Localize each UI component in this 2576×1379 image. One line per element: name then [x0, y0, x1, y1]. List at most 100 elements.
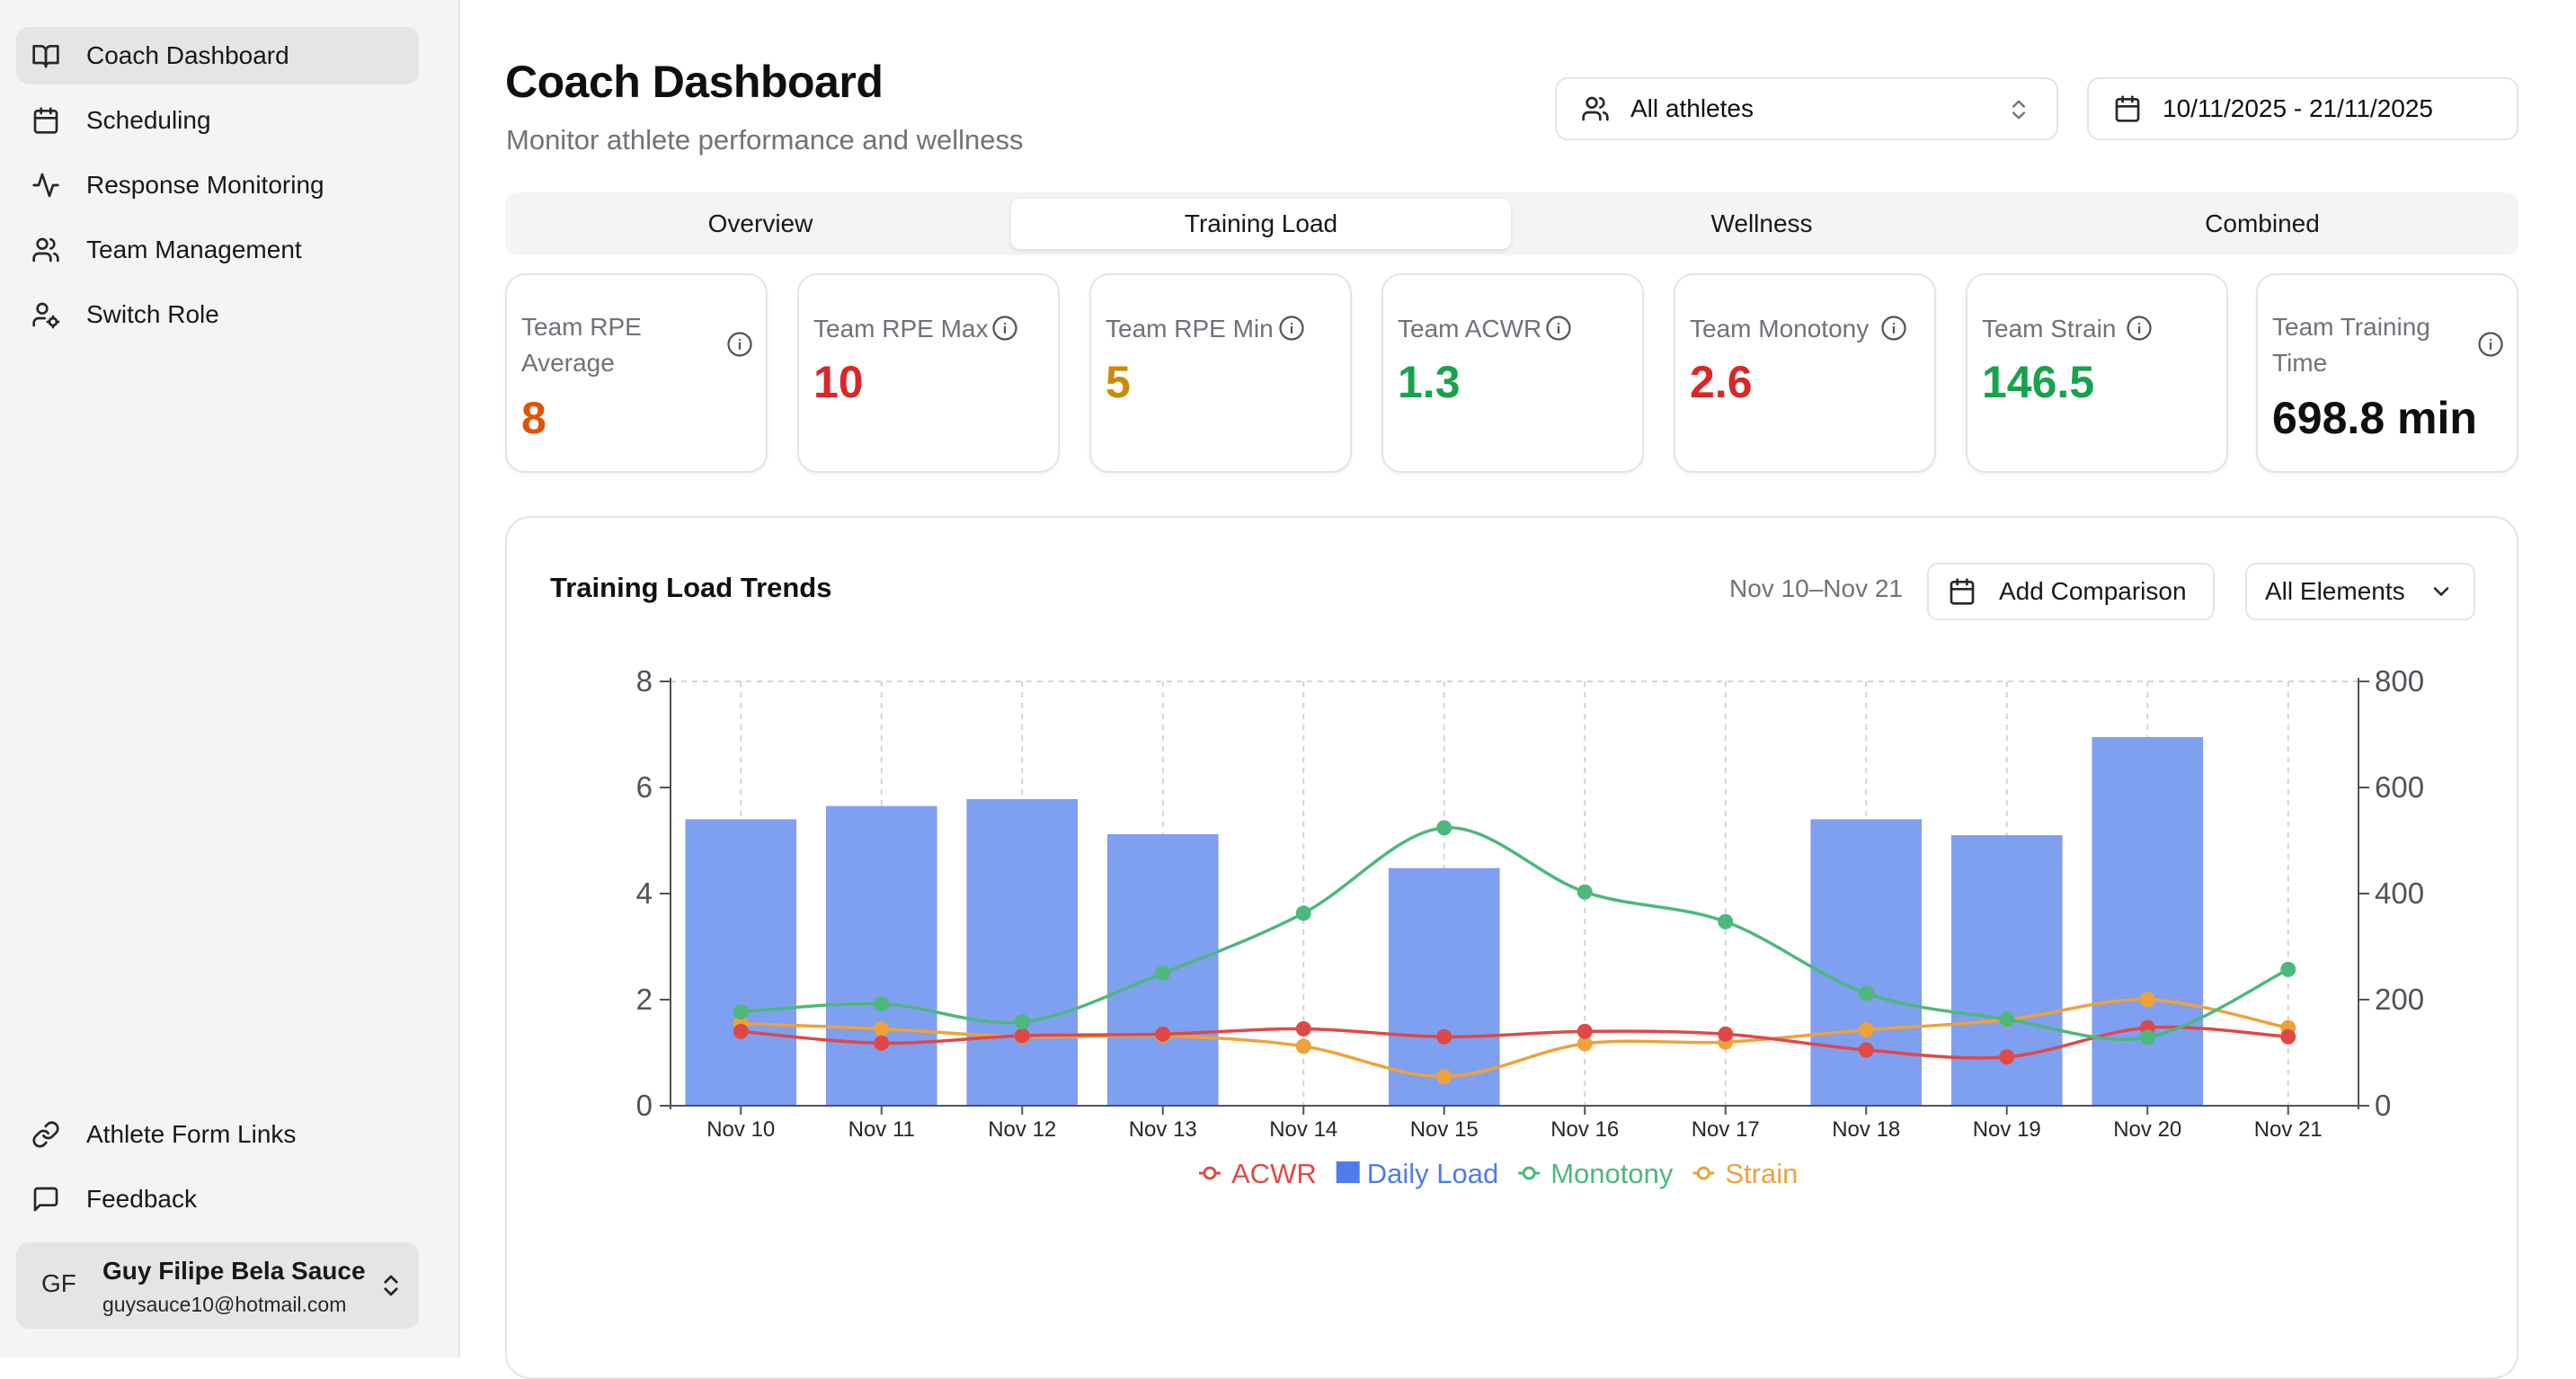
info-icon[interactable]	[1278, 315, 1305, 342]
point-monotony	[874, 996, 890, 1012]
tab-training-load[interactable]: Training Load	[1011, 199, 1511, 249]
bar-daily-load	[2092, 736, 2204, 1106]
point-monotony	[1436, 820, 1452, 836]
x-tick-label: Nov 19	[1973, 1117, 2041, 1142]
user-name: Guy Filipe Bela Sauce	[102, 1257, 366, 1285]
point-acwr	[1436, 1028, 1452, 1045]
users-icon	[31, 235, 61, 265]
users-icon	[1580, 93, 1611, 124]
sidebar-item-switch-role[interactable]: Switch Role	[16, 286, 419, 343]
legend-swatch-monotony	[1522, 1166, 1536, 1180]
left-tick-label: 6	[636, 770, 653, 804]
point-monotony	[2280, 961, 2296, 977]
stat-card-monotony: Team Monotony 2.6	[1674, 273, 1936, 473]
point-strain	[1858, 1022, 1874, 1038]
legend-label-monotony: Monotony	[1550, 1158, 1674, 1189]
stat-label: Team RPE Max	[813, 315, 989, 343]
point-acwr	[1577, 1023, 1593, 1039]
bar-daily-load	[1810, 819, 1923, 1106]
sidebar-item-scheduling[interactable]: Scheduling	[16, 92, 419, 149]
right-tick-label: 0	[2375, 1089, 2391, 1122]
point-strain	[2139, 992, 2155, 1008]
stat-value: 1.3	[1398, 357, 1461, 407]
message-square-icon	[31, 1184, 61, 1214]
calendar-icon	[31, 105, 61, 136]
x-tick-label: Nov 18	[1832, 1117, 1900, 1142]
x-tick-label: Nov 12	[988, 1117, 1056, 1142]
chevron-down-icon	[2429, 579, 2454, 604]
sidebar: Coach Dashboard Scheduling Response Moni…	[0, 0, 460, 1357]
tab-wellness[interactable]: Wellness	[1710, 209, 1813, 237]
sidebar-item-label: Feedback	[86, 1185, 197, 1213]
point-monotony	[1577, 884, 1593, 900]
point-strain	[1436, 1069, 1452, 1085]
stat-label: Team ACWR	[1398, 315, 1542, 343]
legend-label-strain: Strain	[1725, 1158, 1798, 1189]
right-tick-label: 600	[2375, 770, 2424, 804]
info-icon[interactable]	[726, 331, 753, 358]
bar-daily-load	[1388, 867, 1500, 1106]
bar-daily-load	[966, 798, 1079, 1106]
panel-title: Training Load Trends	[550, 572, 832, 603]
sidebar-item-label: Team Management	[86, 236, 302, 263]
sidebar-item-label: Switch Role	[86, 300, 219, 328]
sidebar-item-label: Athlete Form Links	[86, 1120, 297, 1148]
stat-label: Team Strain	[1982, 315, 2117, 343]
tab-combined[interactable]: Combined	[2205, 209, 2320, 237]
bar-daily-load	[685, 819, 797, 1106]
legend-swatch-acwr	[1203, 1166, 1217, 1180]
stat-value: 5	[1106, 357, 1131, 407]
calendar-icon	[1947, 576, 1977, 607]
point-monotony	[733, 1004, 749, 1020]
left-tick-label: 2	[636, 983, 653, 1016]
info-icon[interactable]	[1545, 315, 1572, 342]
right-tick-label: 400	[2375, 876, 2424, 910]
legend-swatch-daily-load	[1336, 1161, 1360, 1183]
point-acwr	[874, 1035, 890, 1051]
sidebar-item-response-monitoring[interactable]: Response Monitoring	[16, 156, 419, 214]
training-load-trends-panel: Training Load Trends Nov 10–Nov 21 Add C…	[505, 516, 2518, 1379]
athlete-select[interactable]: All athletes	[1555, 77, 2058, 140]
sidebar-item-feedback[interactable]: Feedback	[16, 1170, 419, 1228]
page-title: Coach Dashboard	[505, 57, 884, 107]
tab-bar: Overview Training Load Wellness Combined	[505, 192, 2518, 255]
date-range-picker[interactable]: 10/11/2025 - 21/11/2025	[2087, 77, 2518, 140]
stat-card-rpe-min: Team RPE Min 5	[1089, 273, 1352, 473]
stat-card-strain: Team Strain 146.5	[1966, 273, 2228, 473]
left-tick-label: 8	[636, 664, 653, 698]
point-monotony	[1295, 905, 1311, 921]
add-comparison-button[interactable]: Add Comparison	[1927, 563, 2215, 620]
elements-select[interactable]: All Elements	[2245, 563, 2475, 620]
sidebar-item-label: Response Monitoring	[86, 171, 324, 199]
info-icon[interactable]	[991, 315, 1018, 342]
point-acwr	[1858, 1042, 1874, 1058]
stat-card-rpe-max: Team RPE Max 10	[797, 273, 1060, 473]
user-menu[interactable]: GF Guy Filipe Bela Sauce guysauce10@hotm…	[16, 1242, 419, 1329]
info-icon[interactable]	[1880, 315, 1907, 342]
info-icon[interactable]	[2126, 315, 2153, 342]
x-tick-label: Nov 17	[1692, 1117, 1760, 1142]
bar-daily-load	[1950, 835, 2063, 1106]
book-open-icon	[31, 40, 61, 71]
tab-overview[interactable]: Overview	[707, 209, 813, 237]
point-acwr	[1295, 1020, 1311, 1036]
sidebar-item-athlete-form-links[interactable]: Athlete Form Links	[16, 1106, 419, 1163]
sidebar-item-coach-dashboard[interactable]: Coach Dashboard	[16, 27, 419, 85]
user-email: guysauce10@hotmail.com	[102, 1293, 347, 1316]
right-tick-label: 200	[2375, 983, 2424, 1016]
bar-daily-load	[825, 805, 937, 1106]
stat-card-acwr: Team ACWR 1.3	[1381, 273, 1644, 473]
panel-date-range: Nov 10–Nov 21	[1729, 574, 1904, 602]
x-tick-label: Nov 16	[1550, 1117, 1619, 1142]
calendar-icon	[2112, 93, 2143, 124]
x-tick-label: Nov 11	[848, 1117, 915, 1142]
left-tick-label: 4	[636, 876, 653, 910]
sidebar-item-team-management[interactable]: Team Management	[16, 221, 419, 279]
info-icon[interactable]	[2477, 331, 2504, 358]
add-comparison-label: Add Comparison	[1999, 577, 2187, 605]
chevrons-up-down-icon	[2006, 95, 2031, 124]
point-strain	[1577, 1036, 1593, 1052]
user-cog-icon	[31, 299, 61, 330]
legend-swatch-strain	[1696, 1166, 1710, 1180]
legend-label-daily-load: Daily Load	[1367, 1158, 1498, 1189]
